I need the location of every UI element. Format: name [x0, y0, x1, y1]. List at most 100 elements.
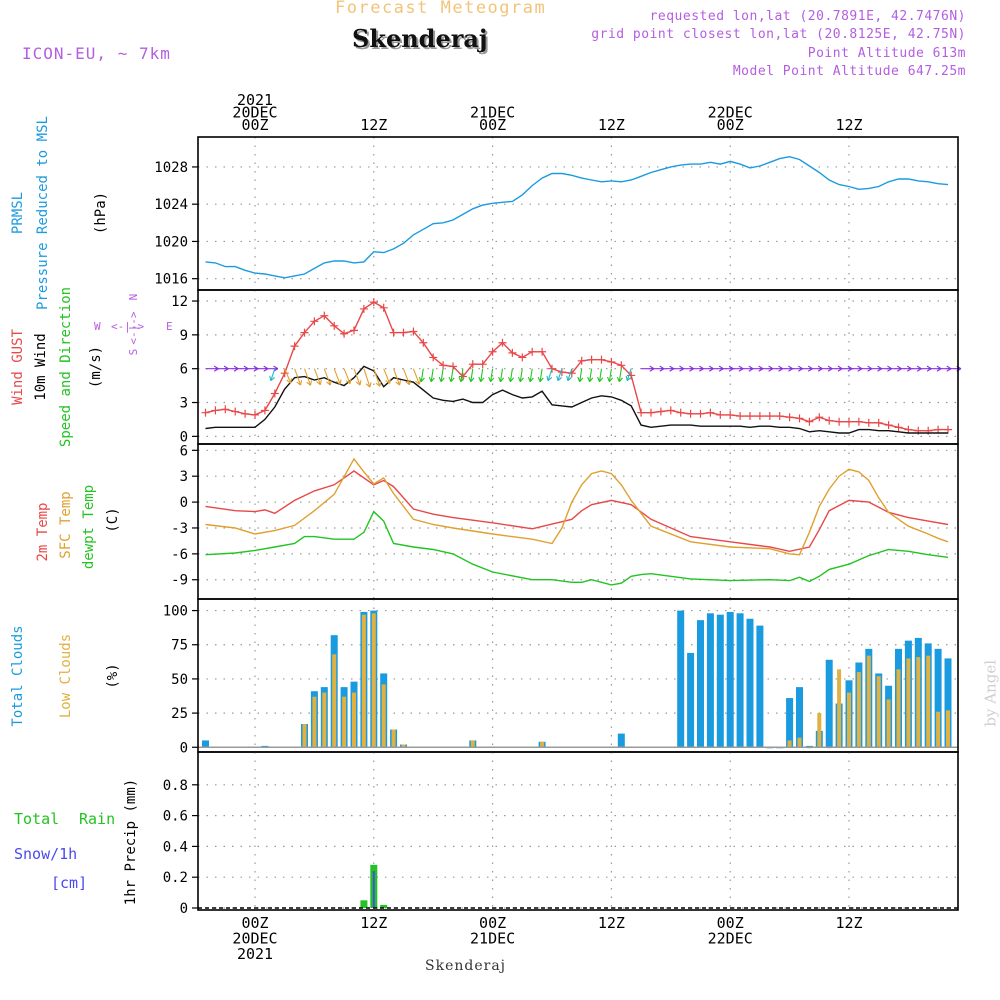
- gust-marker: [231, 407, 240, 416]
- y-tick-label: 0: [180, 901, 188, 917]
- low-cloud-bar: [896, 669, 901, 748]
- gust-marker: [647, 408, 655, 417]
- precip-total-label: Total: [14, 810, 59, 828]
- gust-marker: [379, 303, 388, 312]
- wind-arrow-head: [335, 379, 342, 385]
- y-tick-label: 100: [163, 604, 188, 620]
- low-cloud-bar: [540, 741, 545, 748]
- cloud-unit: (%): [105, 663, 121, 688]
- total-cloud-bar: [726, 611, 734, 748]
- top-time-label: 12Z: [598, 116, 625, 134]
- temp-unit: (C): [105, 507, 121, 532]
- wind-direction-arrow: [579, 368, 583, 382]
- wind-direction-arrow: [353, 368, 361, 386]
- point-altitude: Point Altitude 613m: [807, 46, 966, 61]
- total-cloud-bar: [697, 620, 704, 748]
- wind-direction-arrow: [430, 368, 434, 382]
- location-title: Skenderaj: [352, 24, 488, 53]
- wind-direction-arrow: [608, 368, 612, 382]
- panel-frame: [197, 443, 959, 600]
- wind-arrow-head: [478, 376, 485, 383]
- compass-north: N: [127, 294, 140, 301]
- gust-marker: [884, 421, 893, 430]
- gust-marker: [478, 360, 487, 369]
- y-tick-label: 0: [180, 429, 188, 445]
- compass-south: S: [127, 349, 140, 356]
- wind-arrow-head: [597, 376, 604, 383]
- gust-marker: [775, 412, 784, 421]
- wind-direction-arrow: [440, 368, 444, 382]
- bottom-time-label: 12Z: [835, 914, 862, 932]
- wind-arrow-head: [345, 378, 352, 385]
- low-cloud-bar: [342, 696, 347, 748]
- low-cloud-bar: [916, 657, 921, 748]
- y-tick-label: 0.2: [163, 870, 188, 886]
- y-tick-label: 3: [180, 469, 188, 485]
- precip-rain-label: Rain: [79, 810, 115, 828]
- low-cloud-bar: [787, 740, 792, 748]
- gust-marker: [676, 408, 685, 417]
- y-tick-label: 9: [180, 328, 188, 344]
- bottom-time-label: 00Z: [717, 914, 744, 932]
- wind-unit: (m/s): [88, 346, 104, 388]
- low-cloud-bar: [886, 699, 891, 748]
- wind-arrow-head: [606, 376, 614, 383]
- y-tick-label: -3: [171, 521, 188, 537]
- total-cloud-bar: [617, 733, 625, 748]
- compass-axis-vertical: <-|->: [127, 311, 140, 344]
- low-cloud-bar: [876, 676, 881, 748]
- wind-direction-arrow: [567, 368, 573, 381]
- gust-marker: [815, 413, 824, 422]
- wind-arrow-head: [365, 382, 372, 388]
- gust-marker: [241, 409, 250, 418]
- gust-marker: [656, 407, 665, 416]
- gust-marker: [795, 414, 804, 423]
- gust-marker: [468, 360, 477, 369]
- low-cloud-bar: [797, 737, 802, 748]
- total-cloud-bar: [786, 698, 794, 748]
- wind-arrow-head: [488, 376, 495, 383]
- grid-point-coordinates: grid point closest lon,lat (20.8125E, 42…: [591, 27, 966, 42]
- gust-marker: [864, 418, 873, 427]
- low-clouds-label: Low Clouds: [58, 634, 74, 718]
- pressure-label-long: Pressure Reduced to MSL: [35, 116, 51, 310]
- gust-marker: [567, 369, 576, 378]
- requested-coordinates: requested lon,lat (20.7891E, 42.7476N): [649, 9, 966, 24]
- precip-unit: 1hr Precip (mm): [123, 779, 139, 905]
- gust-marker: [488, 347, 497, 356]
- wind-arrow-head: [326, 380, 332, 386]
- total-cloud-bar: [706, 613, 714, 748]
- gust-marker: [666, 406, 675, 415]
- wind-direction-arrow: [539, 368, 543, 382]
- gust-marker: [270, 389, 279, 398]
- rain-bar: [380, 904, 388, 908]
- wind-arrow-head: [537, 376, 544, 383]
- low-cloud-bar: [936, 711, 941, 748]
- gust-marker: [369, 298, 378, 307]
- top-time-label: 20DEC: [232, 104, 277, 122]
- gust-marker: [498, 338, 507, 347]
- series-line-2m-temp: [205, 470, 949, 553]
- wind-arrow-head: [498, 376, 505, 383]
- wind-arrow-head: [316, 379, 322, 386]
- wind-direction-arrow: [323, 368, 331, 386]
- total-cloud-bar: [825, 659, 833, 748]
- y-tick-label: 6: [180, 443, 188, 459]
- wind-arrow-head: [468, 376, 475, 383]
- compass-east: E: [166, 320, 173, 333]
- gust-marker: [894, 423, 903, 432]
- gust-marker: [330, 321, 339, 330]
- gust-marker: [706, 408, 715, 417]
- low-cloud-bar: [302, 724, 307, 748]
- low-cloud-bar: [946, 710, 950, 748]
- gust-marker: [944, 425, 952, 434]
- gust-marker: [637, 408, 646, 417]
- wind-direction-arrow: [460, 368, 464, 382]
- gust-marker: [617, 361, 626, 370]
- low-cloud-bar: [391, 729, 396, 748]
- bottom-time-label: 00Z: [241, 914, 268, 932]
- wind-arrow-head: [418, 376, 425, 383]
- top-time-label: 12Z: [835, 116, 862, 134]
- wind-direction-arrow: [373, 368, 381, 387]
- gust-marker: [260, 406, 269, 415]
